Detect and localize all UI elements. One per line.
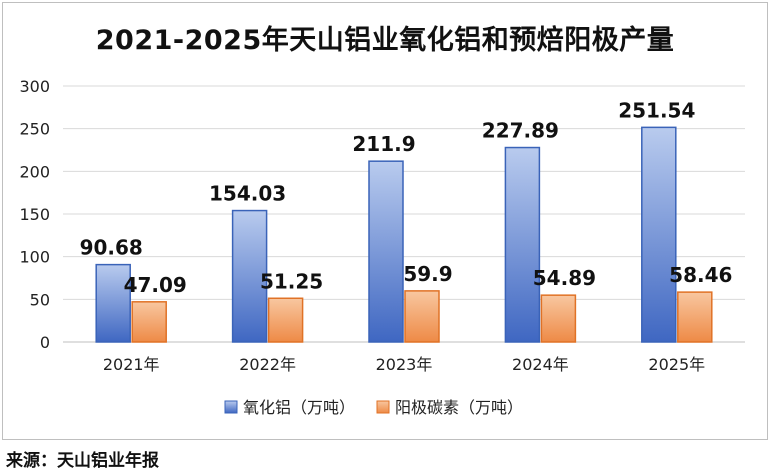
legend-swatch-anode <box>376 400 390 414</box>
bar-anode <box>267 297 304 343</box>
bar-alumina <box>95 263 131 343</box>
data-label: 227.89 <box>482 119 559 143</box>
data-label: 47.09 <box>124 273 187 297</box>
legend-swatch-alumina <box>224 400 238 414</box>
x-tick-label: 2022年 <box>239 355 296 374</box>
data-label: 58.46 <box>669 263 732 287</box>
source-note: 来源：天山铝业年报 <box>6 451 159 471</box>
x-tick-label: 2021年 <box>103 355 160 374</box>
data-label: 90.68 <box>80 236 143 260</box>
bar-anode <box>677 291 713 343</box>
y-tick-label: 100 <box>19 248 50 267</box>
data-label: 51.25 <box>260 269 323 293</box>
data-label: 211.9 <box>352 132 415 156</box>
data-label: 54.89 <box>533 266 596 290</box>
y-tick-label: 150 <box>19 205 50 224</box>
legend-label: 阳极碳素（万吨） <box>395 398 523 417</box>
y-tick-label: 250 <box>19 120 50 139</box>
data-label: 251.54 <box>618 98 695 122</box>
bar-alumina <box>368 160 404 343</box>
data-label: 154.03 <box>209 182 286 206</box>
bar-alumina <box>504 146 541 343</box>
bar-chart: 0 50 100 150 200 250 300 90.68 47.09 2021年 154.03… <box>19 77 745 417</box>
y-tick-label: 50 <box>30 290 50 309</box>
legend-label: 氧化铝（万吨） <box>243 398 355 417</box>
bar-alumina <box>231 209 268 343</box>
x-tick-label: 2025年 <box>648 355 705 374</box>
bar-alumina <box>641 126 677 343</box>
x-tick-label: 2023年 <box>376 355 433 374</box>
bar-anode <box>404 290 440 343</box>
x-tick-label: 2024年 <box>512 355 569 374</box>
y-tick-label: 0 <box>40 333 50 352</box>
y-tick-label: 200 <box>19 162 50 181</box>
data-label: 59.9 <box>403 262 452 286</box>
chart-title: 2021-2025年天山铝业氧化铝和预焙阳极产量 <box>95 25 675 56</box>
bar-anode <box>540 294 577 343</box>
y-tick-label: 300 <box>19 77 50 96</box>
bar-anode <box>131 301 167 343</box>
